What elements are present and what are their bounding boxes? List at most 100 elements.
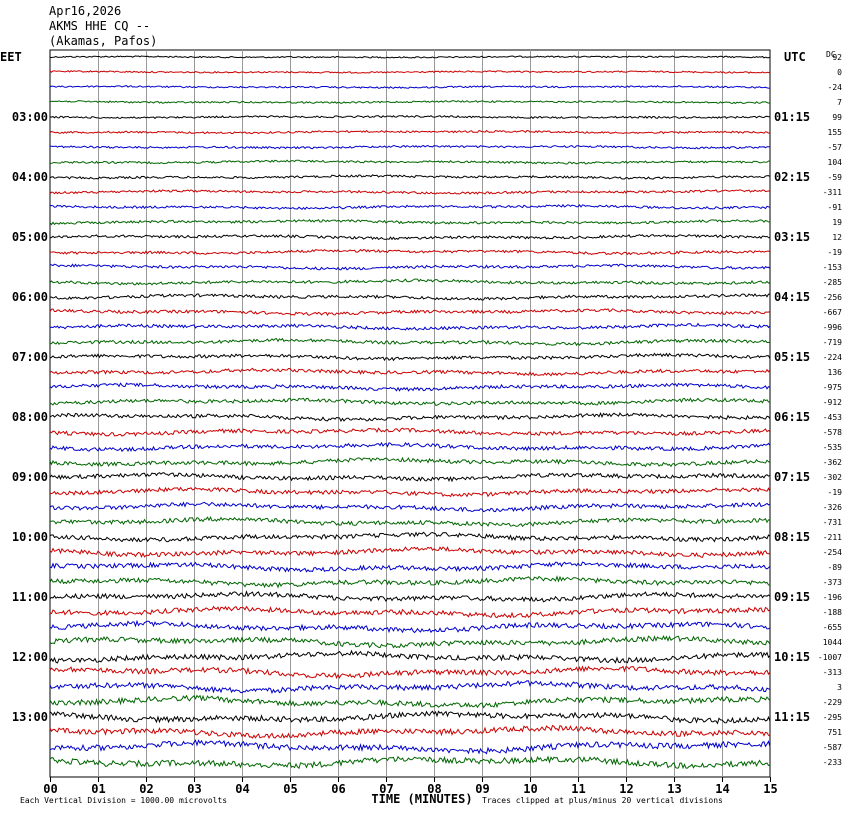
right-hour-label: 04:15: [774, 290, 810, 304]
dc-offset-label: 99: [832, 113, 842, 122]
dc-offset-label: -302: [823, 473, 842, 482]
dc-offset-label: -19: [828, 248, 843, 257]
right-hour-label: 01:15: [774, 110, 810, 124]
dc-offset-label: -59: [828, 173, 843, 182]
dc-offset-label: 92: [832, 53, 842, 62]
dc-offset-label: -326: [823, 503, 842, 512]
right-hour-label: 02:15: [774, 170, 810, 184]
dc-offset-label: -233: [823, 758, 842, 767]
x-axis-title: TIME (MINUTES): [371, 792, 472, 806]
seismic-trace: [49, 174, 771, 180]
seismic-trace: [49, 412, 771, 423]
seismic-trace: [49, 649, 771, 664]
seismic-trace: [49, 472, 771, 483]
right-hour-label: 08:15: [774, 530, 810, 544]
left-hour-label: 11:00: [12, 590, 48, 604]
dc-offset-label: 3: [837, 683, 842, 692]
x-tick-label: 03: [187, 782, 201, 796]
seismic-trace: [49, 546, 771, 558]
dc-offset-label: -912: [823, 398, 842, 407]
dc-offset-label: -667: [823, 308, 842, 317]
scale-note: Each Vertical Division = 1000.00 microvo…: [20, 796, 227, 805]
x-tick-label: 06: [331, 782, 345, 796]
dc-offset-label: -587: [823, 743, 842, 752]
right-timezone-label: UTC: [784, 50, 806, 64]
dc-offset-label: -211: [823, 533, 842, 542]
left-hour-label: 13:00: [12, 710, 48, 724]
dc-offset-label: -1007: [818, 653, 842, 662]
seismic-trace: [49, 308, 771, 317]
right-hour-label: 05:15: [774, 350, 810, 364]
x-tick-label: 01: [91, 782, 105, 796]
seismic-trace: [49, 590, 771, 603]
seismic-trace: [49, 724, 771, 740]
seismic-trace: [49, 531, 771, 543]
x-tick-label: 09: [475, 782, 489, 796]
right-hour-label: 09:15: [774, 590, 810, 604]
dc-offset-label: -362: [823, 458, 842, 467]
clip-note: Traces clipped at plus/minus 20 vertical…: [482, 796, 723, 805]
dc-offset-label: -188: [823, 608, 842, 617]
x-tick-label: 07: [379, 782, 393, 796]
left-timezone-label: EET: [0, 50, 22, 64]
station-location: (Akamas, Pafos): [49, 34, 158, 48]
seismic-trace: [49, 85, 771, 89]
x-tick-label: 14: [715, 782, 729, 796]
x-tick-label: 12: [619, 782, 633, 796]
dc-offset-label: -578: [823, 428, 842, 437]
left-hour-label: 12:00: [12, 650, 48, 664]
seismic-trace: [49, 382, 771, 392]
seismic-trace: [49, 263, 771, 271]
dc-offset-label: -256: [823, 293, 842, 302]
seismic-trace: [49, 427, 771, 437]
dc-offset-label: -311: [823, 188, 842, 197]
left-hour-label: 04:00: [12, 170, 48, 184]
seismic-trace: [49, 397, 771, 406]
seismic-trace: [50, 486, 771, 498]
seismic-trace: [49, 322, 771, 331]
x-tick-label: 10: [523, 782, 537, 796]
left-hour-label: 06:00: [12, 290, 48, 304]
dc-offset-label: 751: [828, 728, 843, 737]
dc-offset-label: -24: [828, 83, 843, 92]
seismic-trace: [49, 55, 771, 59]
right-hour-label: 07:15: [774, 470, 810, 484]
seismic-trace: [49, 619, 771, 634]
dc-offset-label: -57: [828, 143, 843, 152]
right-hour-label: 10:15: [774, 650, 810, 664]
dc-offset-label: -996: [823, 323, 842, 332]
seismic-trace: [49, 665, 771, 680]
right-hour-label: 11:15: [774, 710, 810, 724]
dc-offset-label: -285: [823, 278, 842, 287]
seismic-trace: [49, 501, 771, 513]
seismic-trace: [49, 203, 771, 211]
seismic-trace: [49, 293, 770, 301]
dc-offset-label: -655: [823, 623, 842, 632]
x-tick-label: 15: [763, 782, 777, 796]
x-tick-label: 08: [427, 782, 441, 796]
seismic-trace: [49, 680, 771, 695]
seismic-trace: [49, 144, 771, 150]
x-tick-label: 00: [43, 782, 57, 796]
dc-offset-label: -975: [823, 383, 842, 392]
left-hour-label: 08:00: [12, 410, 48, 424]
seismic-trace: [49, 575, 771, 589]
seismic-trace: [49, 278, 771, 286]
dc-offset-label: 136: [828, 368, 843, 377]
left-hour-label: 03:00: [12, 110, 48, 124]
right-hour-label: 06:15: [774, 410, 810, 424]
seismic-trace: [49, 710, 771, 725]
dc-offset-label: -719: [823, 338, 842, 347]
dc-offset-label: 1044: [823, 638, 842, 647]
seismic-trace: [50, 337, 771, 347]
dc-offset-label: -229: [823, 698, 842, 707]
seismic-trace: [49, 100, 771, 105]
seismic-trace: [50, 159, 771, 165]
seismic-trace: [49, 456, 771, 468]
seismic-trace: [49, 755, 771, 770]
seismic-trace: [49, 561, 771, 573]
plot-date: Apr16,2026: [49, 4, 122, 18]
seismic-trace: [49, 248, 771, 256]
left-hour-label: 07:00: [12, 350, 48, 364]
